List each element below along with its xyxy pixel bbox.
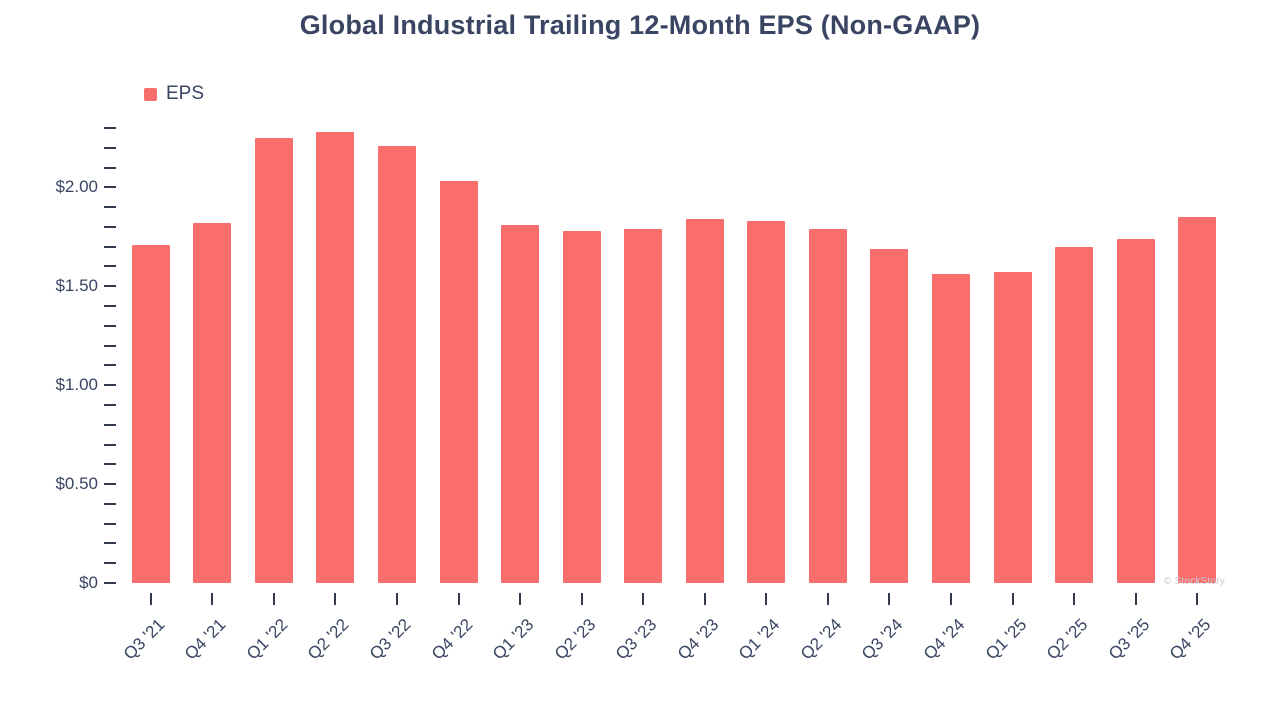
x-axis-tick <box>457 593 460 605</box>
legend-label: EPS <box>166 83 205 104</box>
bar-q322[interactable] <box>378 145 416 583</box>
x-axis-tick <box>1073 593 1076 605</box>
x-axis-tick <box>888 593 891 605</box>
legend-swatch-icon <box>144 87 157 101</box>
x-axis-label: Q3 '22 <box>365 615 415 664</box>
x-axis-label: Q1 '22 <box>242 615 292 664</box>
x-axis-tick <box>642 593 645 605</box>
y-axis-tick <box>104 522 116 525</box>
y-axis-tick <box>104 127 116 129</box>
y-axis-tick <box>104 146 116 149</box>
x-axis-label: Q3 '21 <box>119 615 169 664</box>
x-axis-tick <box>211 593 214 605</box>
x-axis-label: Q4 '25 <box>1166 615 1215 664</box>
bar-q421[interactable] <box>193 222 232 583</box>
x-axis-label: Q2 '23 <box>550 615 600 664</box>
x-axis-label: Q2 '24 <box>796 615 846 664</box>
chart-title: Global Industrial Trailing 12-Month EPS … <box>299 10 981 40</box>
y-axis-tick <box>104 206 116 209</box>
bar-q122[interactable] <box>254 137 293 583</box>
bar-q422[interactable] <box>439 181 478 583</box>
x-axis-tick <box>826 593 829 605</box>
bar-q223[interactable] <box>562 230 601 583</box>
bar-q323[interactable] <box>624 228 663 583</box>
watermark: © StockStory <box>1164 576 1225 587</box>
y-axis-label: $0 <box>79 573 98 592</box>
y-axis-tick <box>104 265 116 268</box>
x-axis-label: Q4 '23 <box>673 615 723 664</box>
y-axis-tick <box>104 344 116 347</box>
bar-q225[interactable] <box>1055 246 1094 583</box>
x-axis-tick <box>580 593 583 605</box>
x-axis-tick <box>334 593 337 605</box>
x-axis-tick <box>149 593 152 605</box>
bar-q424[interactable] <box>932 274 970 583</box>
bar-q425[interactable] <box>1178 217 1217 583</box>
bar-q325[interactable] <box>1116 238 1155 583</box>
x-axis-tick <box>703 593 706 605</box>
x-axis-tick <box>272 593 275 605</box>
y-axis-tick <box>104 443 116 446</box>
bar-q224[interactable] <box>808 228 847 583</box>
y-axis-tick <box>104 364 116 367</box>
y-axis-label: $1.50 <box>55 276 98 296</box>
y-axis-tick <box>104 423 116 426</box>
y-axis-tick <box>104 384 116 387</box>
x-axis-tick <box>1011 593 1014 605</box>
x-axis-label: Q1 '25 <box>981 615 1030 664</box>
bar-q222[interactable] <box>316 131 355 583</box>
x-axis-label: Q3 '25 <box>1104 615 1154 664</box>
x-axis-label: Q2 '25 <box>1043 615 1092 664</box>
x-axis-tick <box>765 593 768 605</box>
y-axis-label: $2.00 <box>55 177 98 197</box>
y-axis-label: $0.50 <box>55 474 98 494</box>
y-axis-tick <box>104 502 116 505</box>
y-axis-tick <box>104 403 116 406</box>
y-axis-tick <box>104 225 116 228</box>
x-axis-label: Q3 '23 <box>612 615 661 664</box>
y-axis-tick <box>104 562 116 565</box>
bar-q321[interactable] <box>131 244 170 583</box>
x-axis-label: Q4 '22 <box>427 615 476 664</box>
y-axis-tick <box>104 285 116 288</box>
x-axis-label: Q3 '24 <box>858 615 907 664</box>
bar-q423[interactable] <box>685 219 724 583</box>
y-axis-tick <box>104 483 116 486</box>
y-axis-label: $1.00 <box>55 375 98 395</box>
y-axis-tick <box>104 324 116 327</box>
x-axis-tick <box>1196 593 1199 605</box>
x-axis-label: Q2 '22 <box>304 615 353 664</box>
y-axis-tick <box>104 305 116 308</box>
x-axis-label: Q4 '21 <box>181 615 230 664</box>
x-axis-tick <box>396 593 398 605</box>
y-axis-tick <box>104 582 116 584</box>
bar-q324[interactable] <box>870 248 909 583</box>
x-axis-tick <box>1134 593 1137 605</box>
y-axis-tick <box>104 186 116 189</box>
legend-item-eps[interactable]: EPS <box>144 83 204 105</box>
y-axis-tick <box>104 245 116 248</box>
y-axis-tick <box>104 463 116 466</box>
x-axis-tick <box>950 593 952 605</box>
x-axis-tick <box>519 593 522 605</box>
x-axis-label: Q4 '24 <box>919 615 969 664</box>
bar-q123[interactable] <box>501 224 540 583</box>
y-axis-tick <box>104 542 116 545</box>
x-axis-label: Q1 '24 <box>735 615 784 664</box>
x-axis-label: Q1 '23 <box>489 615 538 664</box>
bar-q124[interactable] <box>747 220 786 583</box>
bar-q125[interactable] <box>993 272 1032 583</box>
y-axis-tick <box>104 166 116 169</box>
